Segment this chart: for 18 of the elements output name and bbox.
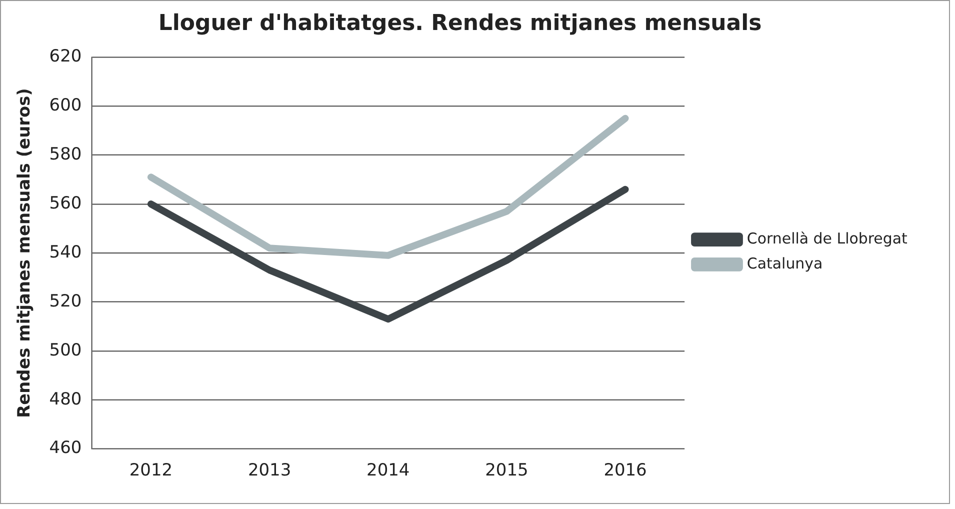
y-tick-label: 600 xyxy=(49,94,82,115)
x-tick-label: 2013 xyxy=(248,459,292,480)
y-tick-label: 460 xyxy=(49,437,82,458)
y-tick-label: 540 xyxy=(49,241,82,262)
legend-label: Catalunya xyxy=(746,254,823,272)
y-tick-label: 480 xyxy=(49,388,82,408)
x-tick-label: 2016 xyxy=(604,459,647,480)
x-tick-label: 2015 xyxy=(485,459,528,480)
y-axis-title: Rendes mitjanes mensuals (euros) xyxy=(14,88,34,418)
y-tick-label: 520 xyxy=(49,290,82,310)
y-tick-label: 580 xyxy=(49,144,82,164)
y-tick-label: 500 xyxy=(49,339,82,360)
legend-label: Cornellà de Llobregat xyxy=(746,229,908,248)
x-tick-label: 2014 xyxy=(366,459,410,480)
x-tick-label: 2012 xyxy=(129,459,173,480)
y-tick-label: 560 xyxy=(49,192,82,212)
y-tick-label: 620 xyxy=(49,46,82,66)
chart-title: Lloguer d'habitatges. Rendes mitjanes mensuals xyxy=(158,10,762,36)
